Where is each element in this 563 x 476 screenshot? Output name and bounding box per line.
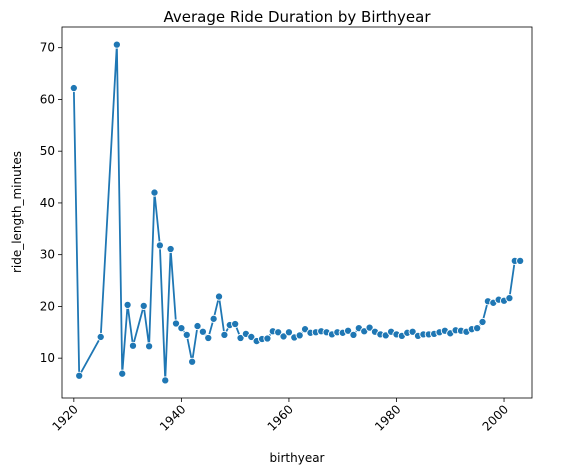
data-point — [171, 319, 181, 328]
data-point — [214, 292, 224, 301]
data-point — [166, 244, 175, 254]
data-point — [139, 301, 148, 310]
data-point — [118, 369, 127, 378]
y-axis: 10 20 30 40 50 60 70 — [40, 41, 62, 365]
data-point — [284, 328, 293, 337]
data-point — [112, 40, 121, 49]
data-point — [274, 328, 283, 337]
data-point — [295, 331, 304, 340]
data-point — [161, 376, 170, 385]
data-point — [188, 357, 197, 366]
data-point — [349, 330, 358, 339]
data-point — [236, 333, 245, 343]
data-point — [204, 333, 213, 343]
data-point — [231, 319, 240, 329]
data-point — [150, 188, 159, 197]
x-tick-label: 1960 — [265, 402, 296, 433]
data-point — [177, 324, 186, 333]
x-tick-label: 1940 — [157, 402, 188, 433]
data-point — [478, 317, 487, 326]
data-point — [145, 342, 154, 351]
data-point — [193, 322, 202, 331]
y-tick-label: 40 — [40, 196, 55, 210]
data-points — [69, 40, 525, 385]
data-point — [220, 330, 229, 339]
data-point — [198, 327, 207, 336]
data-point — [75, 371, 84, 380]
data-point — [263, 334, 272, 343]
data-point — [69, 84, 78, 93]
data-point — [516, 256, 525, 265]
y-tick-label: 60 — [40, 92, 55, 106]
data-point — [473, 324, 482, 333]
y-tick-label: 30 — [40, 248, 55, 262]
data-point — [123, 300, 132, 309]
data-point — [505, 294, 514, 303]
data-point — [365, 323, 374, 332]
x-axis-label: birthyear — [270, 451, 325, 465]
plot-frame — [61, 26, 533, 399]
x-axis: 1920 1940 1960 1980 2000 — [49, 398, 511, 434]
data-point — [209, 314, 218, 323]
x-tick-label: 1980 — [372, 402, 403, 433]
data-point — [96, 332, 105, 341]
data-point — [128, 341, 138, 350]
y-tick-label: 50 — [40, 144, 55, 158]
data-point — [279, 332, 288, 341]
y-tick-label: 70 — [40, 41, 55, 55]
y-tick-label: 10 — [40, 351, 55, 365]
data-point — [408, 327, 417, 336]
data-point — [182, 330, 191, 339]
y-axis-label: ride_length_minutes — [10, 151, 24, 273]
data-point — [344, 326, 353, 335]
data-point — [247, 332, 256, 341]
x-tick-label: 2000 — [480, 402, 511, 433]
data-point — [155, 241, 164, 250]
y-tick-label: 20 — [40, 299, 55, 313]
x-tick-label: 1920 — [49, 402, 80, 433]
chart-title: Average Ride Duration by Birthyear — [163, 8, 431, 26]
